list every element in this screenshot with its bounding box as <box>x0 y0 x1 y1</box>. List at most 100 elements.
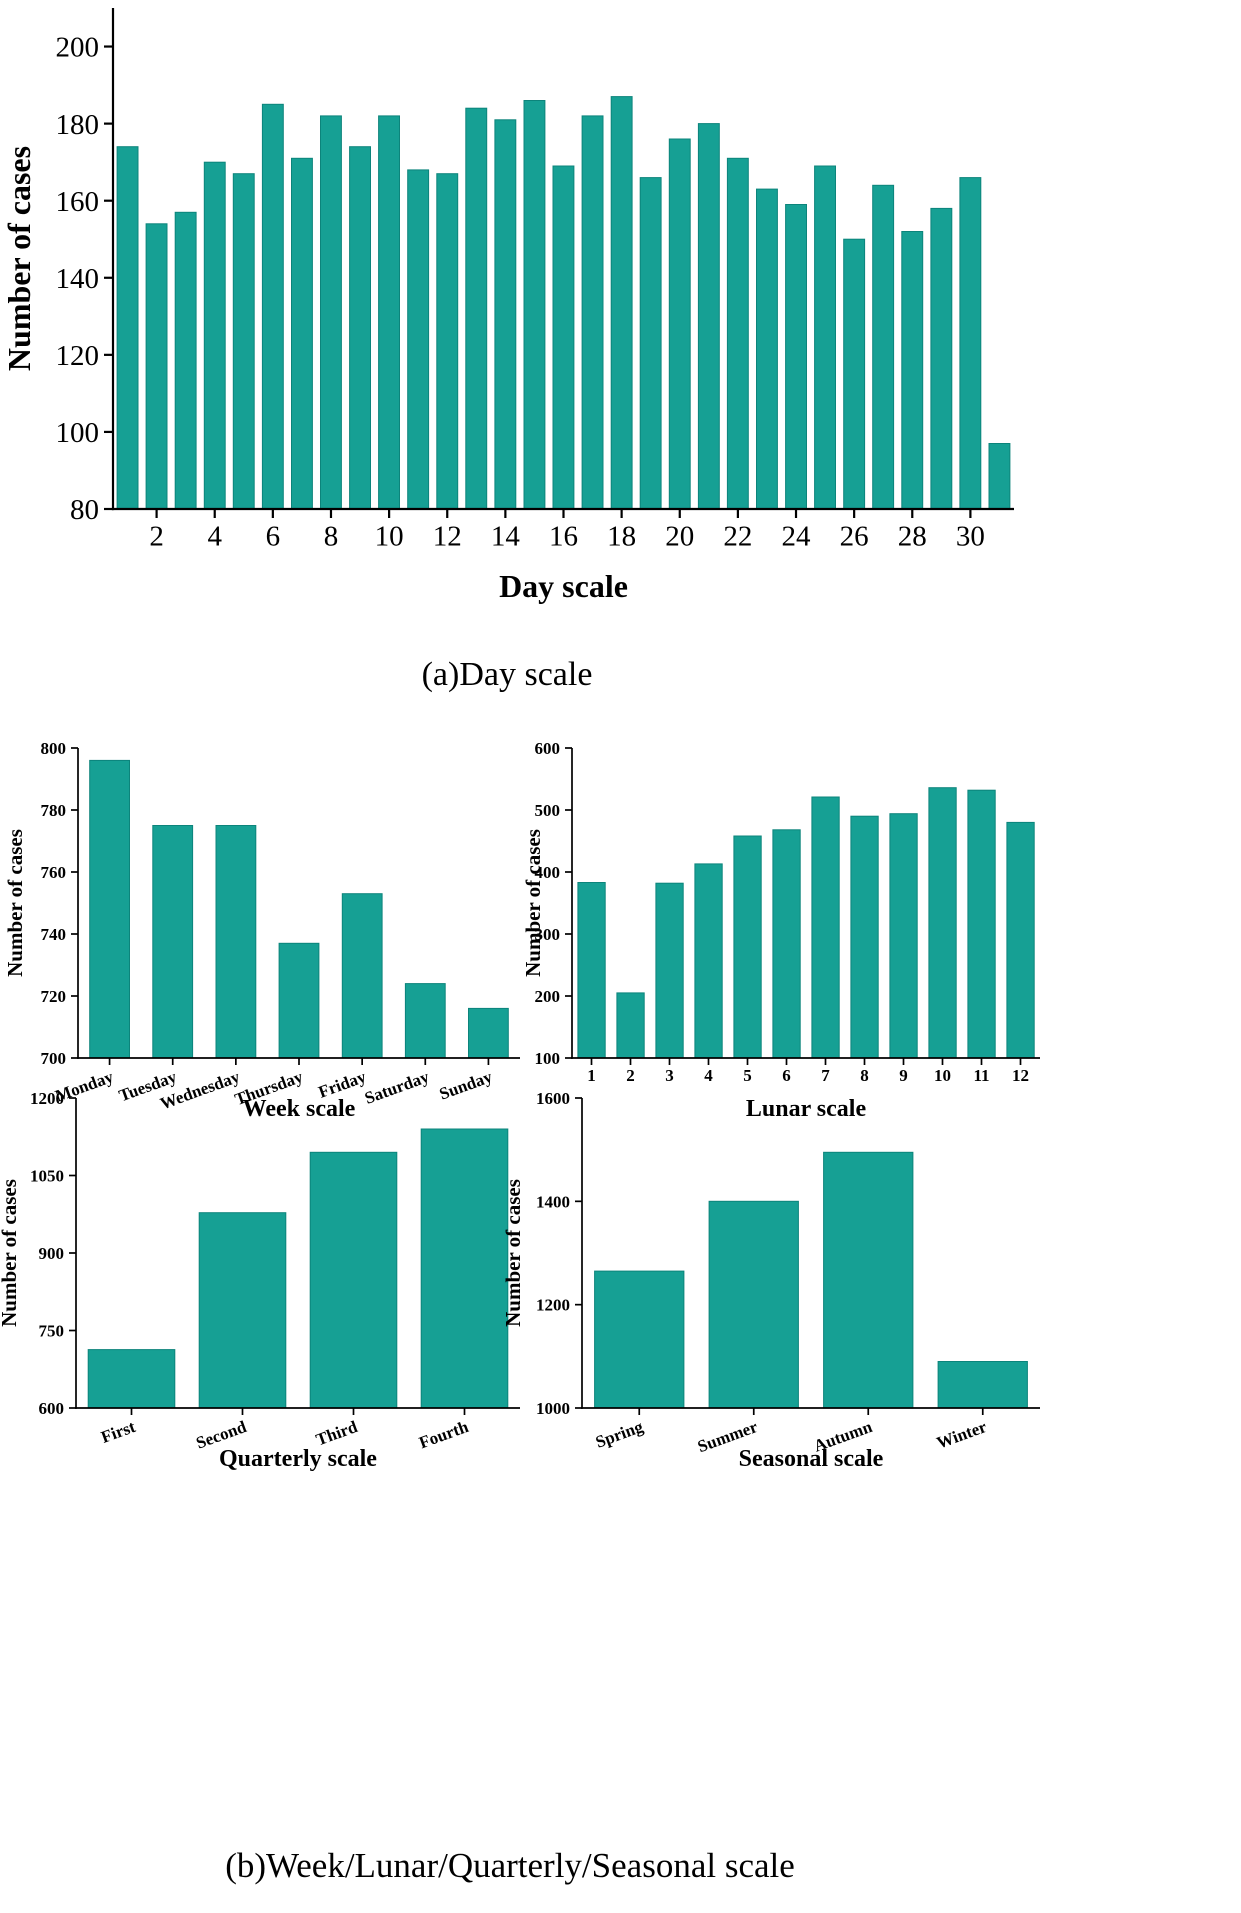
x-tick-label: 14 <box>491 521 521 553</box>
bar <box>708 1200 799 1409</box>
bar <box>523 100 546 510</box>
bar <box>407 169 430 510</box>
x-tick-label: 11 <box>973 1066 989 1085</box>
bar <box>552 165 575 510</box>
bar <box>420 1128 509 1409</box>
y-tick-label: 600 <box>535 739 561 758</box>
bar <box>756 188 778 510</box>
bar <box>116 146 139 510</box>
y-tick-label: 300 <box>535 925 561 944</box>
bar <box>928 787 957 1059</box>
bar <box>610 96 633 510</box>
y-axis-label: Number of cases <box>3 829 27 977</box>
x-tick-label: Spring <box>593 1417 646 1452</box>
bar <box>814 165 836 510</box>
bar <box>655 882 684 1059</box>
bar <box>581 115 604 510</box>
bar <box>889 813 918 1059</box>
bar <box>465 107 488 510</box>
y-tick-label: 900 <box>39 1244 65 1263</box>
bar <box>378 115 401 510</box>
x-tick-label: Sunday <box>437 1067 495 1104</box>
bar <box>468 1007 509 1059</box>
y-tick-label: 100 <box>56 417 100 449</box>
y-tick-label: 1600 <box>536 1089 570 1108</box>
y-axis-label: Number of cases <box>501 1179 525 1327</box>
x-axis-label: Day scale <box>499 568 628 604</box>
y-axis-label: Number of cases <box>521 829 545 977</box>
bar <box>772 829 801 1059</box>
bar <box>639 177 662 510</box>
bar <box>668 138 691 510</box>
y-tick-label: 700 <box>41 1049 67 1068</box>
bar <box>843 238 866 510</box>
bar <box>930 207 953 510</box>
caption-a: (a)Day scale <box>421 656 593 693</box>
caption-b: (b)Week/Lunar/Quarterly/Seasonal scale <box>225 1846 795 1885</box>
bar <box>87 1349 176 1409</box>
x-tick-label: 4 <box>704 1066 713 1085</box>
x-tick-label: 3 <box>665 1066 674 1085</box>
x-tick-label: 28 <box>898 521 927 553</box>
bar <box>89 759 130 1059</box>
x-tick-label: Third <box>313 1417 360 1450</box>
bar <box>291 157 313 510</box>
y-tick-label: 1050 <box>30 1167 64 1186</box>
bar <box>785 204 807 510</box>
y-tick-label: 1400 <box>536 1192 570 1211</box>
bar <box>349 146 372 510</box>
x-tick-label: 12 <box>1012 1066 1029 1085</box>
bar <box>694 863 723 1059</box>
x-tick-label: 10 <box>934 1066 951 1085</box>
x-tick-label: 12 <box>433 521 462 553</box>
x-axis-label: Quarterly scale <box>219 1446 377 1472</box>
x-tick-label: 2 <box>626 1066 635 1085</box>
bar <box>811 796 840 1059</box>
bar <box>174 211 197 510</box>
x-tick-label: 6 <box>266 521 281 553</box>
y-tick-label: 800 <box>41 739 67 758</box>
y-tick-label: 760 <box>41 863 67 882</box>
bar <box>261 103 284 510</box>
bar <box>215 825 257 1059</box>
y-tick-label: 750 <box>39 1322 65 1341</box>
bar <box>823 1151 914 1409</box>
y-tick-label: 200 <box>535 987 561 1006</box>
y-tick-label: 600 <box>39 1399 65 1418</box>
y-tick-label: 120 <box>56 340 100 372</box>
x-tick-label: 8 <box>860 1066 869 1085</box>
bar <box>203 161 226 510</box>
y-tick-label: 200 <box>56 32 100 64</box>
bar <box>145 223 168 510</box>
bar <box>198 1212 287 1409</box>
bar <box>733 835 762 1059</box>
y-tick-label: 780 <box>41 801 67 820</box>
y-tick-label: 1200 <box>536 1296 570 1315</box>
bar <box>232 173 255 510</box>
bar <box>697 123 720 510</box>
bar <box>152 825 194 1059</box>
x-axis-label: Week scale <box>243 1096 356 1122</box>
x-tick-label: 6 <box>782 1066 791 1085</box>
bar <box>594 1270 685 1409</box>
bar <box>320 115 342 510</box>
y-tick-label: 160 <box>56 186 100 218</box>
x-tick-label: 9 <box>899 1066 908 1085</box>
x-tick-label: Winter <box>934 1417 989 1453</box>
bar <box>901 231 924 510</box>
x-tick-label: 10 <box>375 521 404 553</box>
bar <box>1006 821 1035 1059</box>
bar <box>278 942 320 1059</box>
y-tick-label: 1000 <box>536 1399 570 1418</box>
x-tick-label: Saturday <box>362 1067 432 1108</box>
x-tick-label: 20 <box>665 521 694 553</box>
y-tick-label: 400 <box>535 863 561 882</box>
bar <box>577 882 606 1059</box>
bar <box>616 992 645 1059</box>
bar <box>967 789 996 1059</box>
y-tick-label: 740 <box>41 925 67 944</box>
